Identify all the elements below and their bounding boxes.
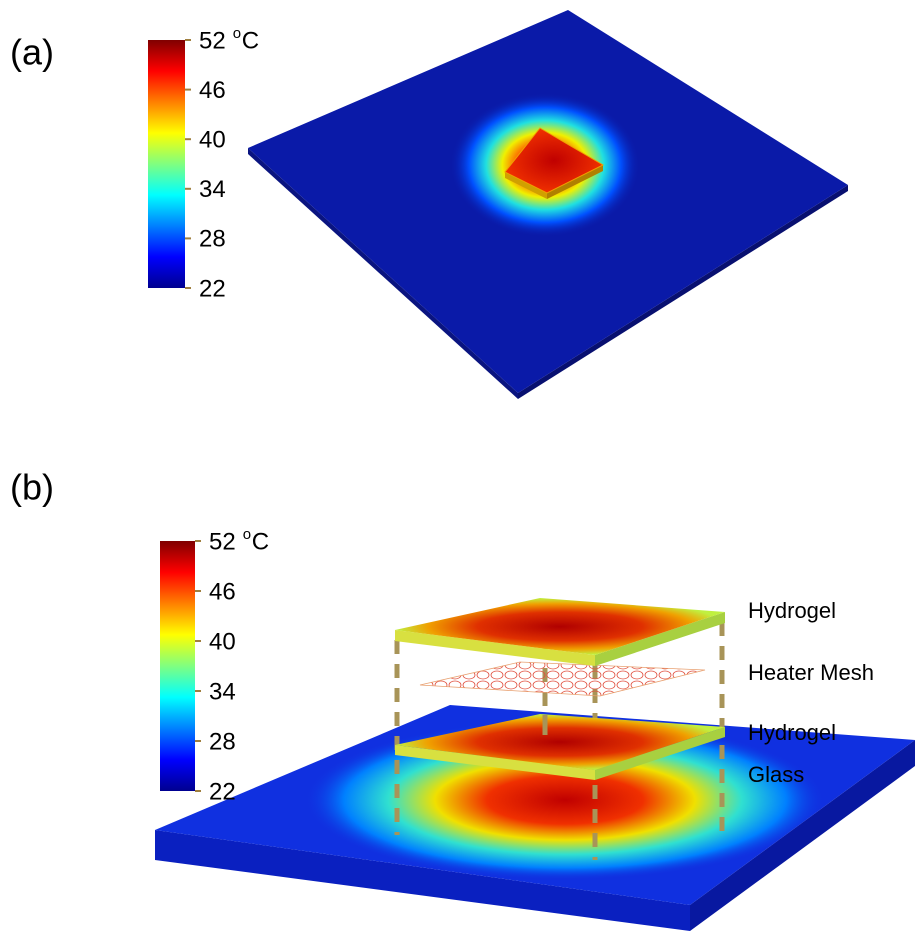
unit: C <box>252 528 269 555</box>
tick-label: 40 <box>209 628 236 655</box>
tick-label: 46 <box>209 578 236 605</box>
tick-label: 28 <box>199 226 226 253</box>
panel-label: (b) <box>10 467 54 508</box>
unit: C <box>242 27 259 54</box>
tick-label: 22 <box>199 275 226 302</box>
tick-label: 22 <box>209 778 236 805</box>
tick-label: 40 <box>199 127 226 154</box>
layer-label: Hydrogel <box>748 598 836 623</box>
layer-label: Heater Mesh <box>748 660 874 685</box>
tick-label: 34 <box>199 176 226 203</box>
layer-label: Hydrogel <box>748 720 836 745</box>
colorbar <box>160 541 195 791</box>
unit-sup: o <box>243 526 251 543</box>
tick-label: 28 <box>209 728 236 755</box>
heater-mesh <box>420 662 705 696</box>
tick-label: 46 <box>199 77 226 104</box>
tick-label: 52 <box>209 528 236 555</box>
hydrogel-upper <box>395 598 725 666</box>
tick-label: 52 <box>199 27 226 54</box>
unit-sup: o <box>233 25 241 42</box>
tick-label: 34 <box>209 678 236 705</box>
figure: (a)52oC4640342822(b)52oC4640342822Hydrog… <box>0 0 915 931</box>
layer-label: Glass <box>748 762 804 787</box>
plate-a <box>248 10 848 399</box>
colorbar <box>148 40 185 288</box>
panel-label: (a) <box>10 32 54 73</box>
